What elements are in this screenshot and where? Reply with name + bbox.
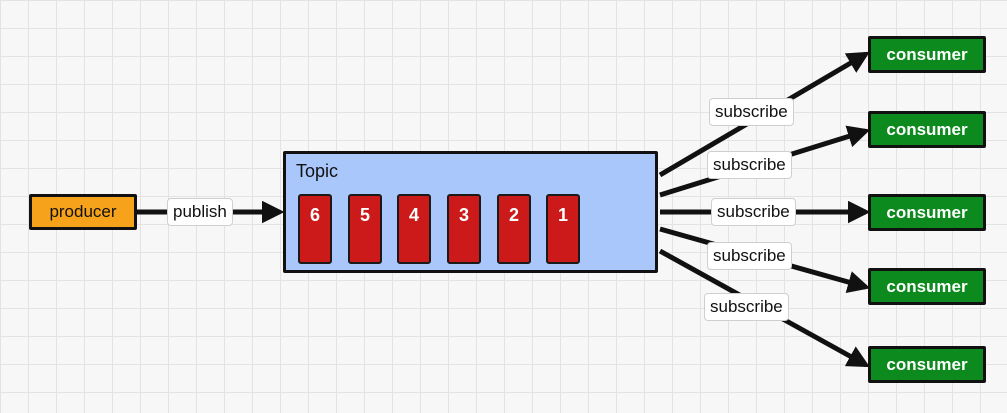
message-3: 3 — [447, 194, 481, 264]
subscribe-label-4: subscribe — [707, 242, 792, 270]
topic-label: Topic — [296, 161, 339, 181]
message-4: 4 — [397, 194, 431, 264]
message-2: 2 — [497, 194, 531, 264]
publish-label: publish — [167, 198, 233, 226]
consumer-node-2: consumer — [868, 111, 986, 148]
consumer-node-4: consumer — [868, 268, 986, 305]
subscribe-label-2: subscribe — [707, 151, 792, 179]
consumer-node-3: consumer — [868, 194, 986, 231]
message-5: 5 — [348, 194, 382, 264]
subscribe-label-3: subscribe — [711, 198, 796, 226]
consumer-node-5: consumer — [868, 346, 986, 383]
subscribe-label-1: subscribe — [709, 98, 794, 126]
consumer-node-1: consumer — [868, 36, 986, 73]
message-1: 1 — [546, 194, 580, 264]
producer-node: producer — [29, 194, 137, 230]
topic-node: Topic 6 5 4 3 2 1 — [283, 151, 658, 273]
subscribe-label-5: subscribe — [704, 293, 789, 321]
message-6: 6 — [298, 194, 332, 264]
